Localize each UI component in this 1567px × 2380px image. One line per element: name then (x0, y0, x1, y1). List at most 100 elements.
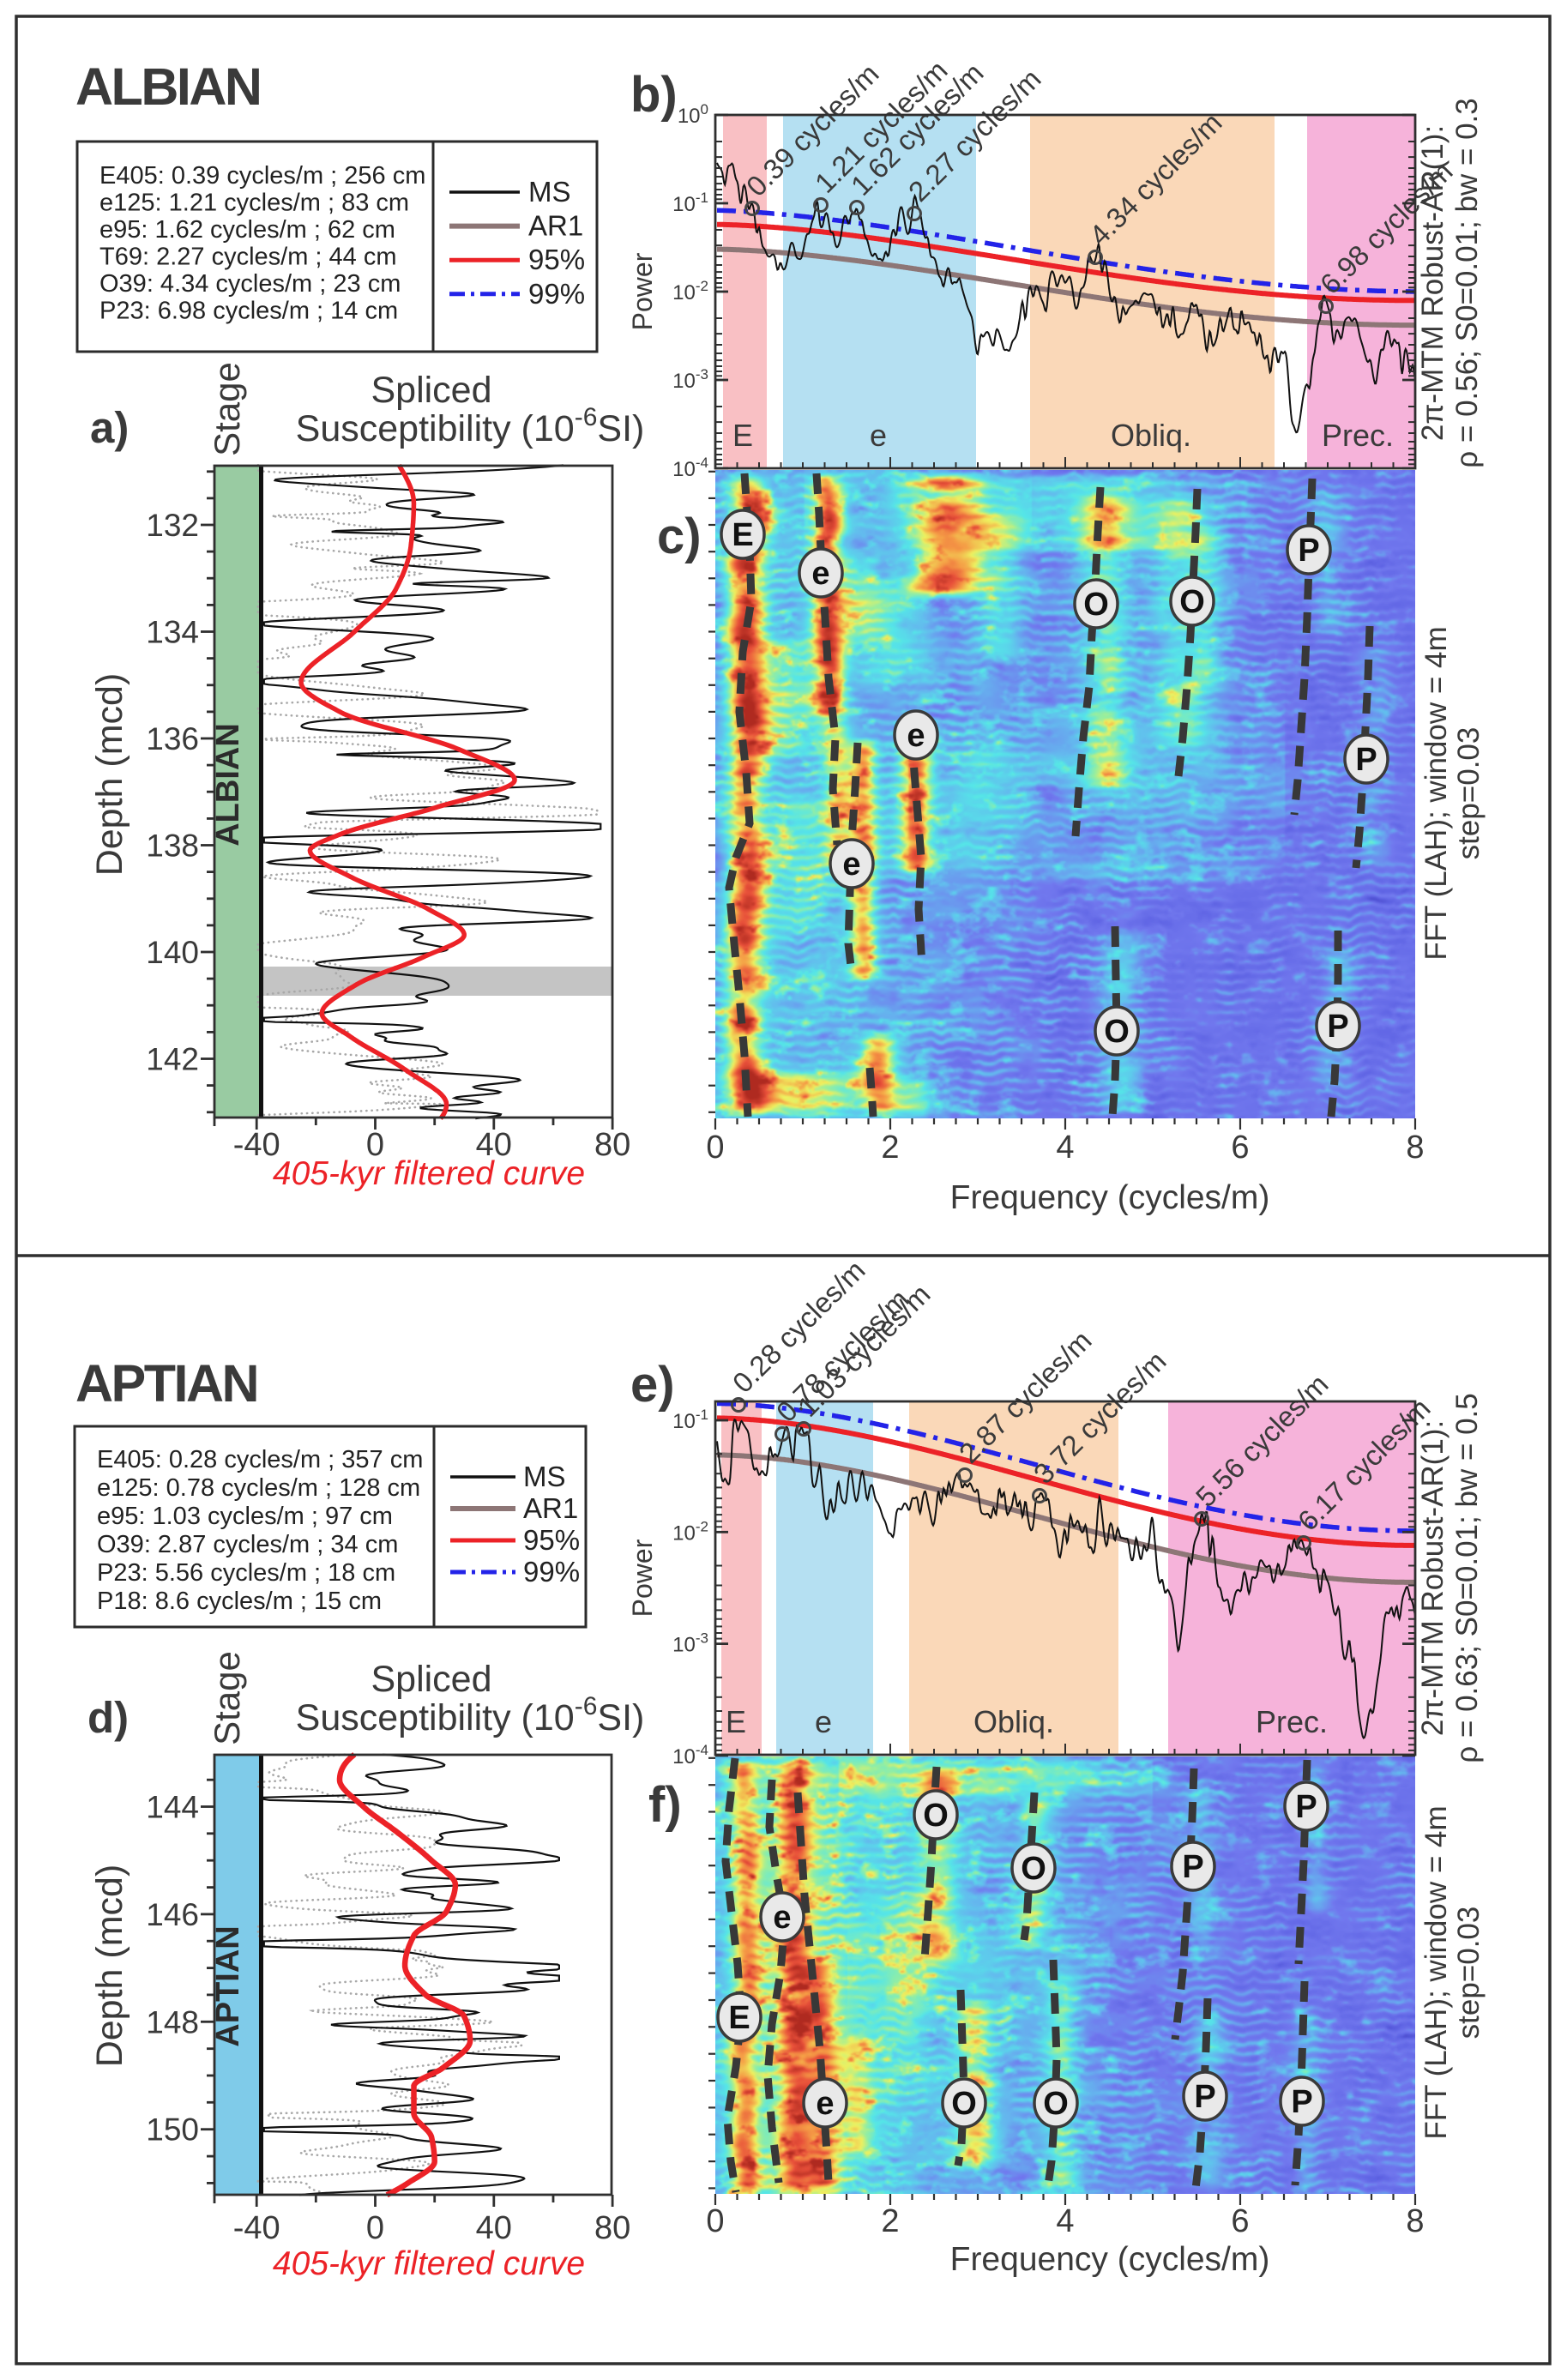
svg-text:P: P (1295, 1789, 1317, 1825)
svg-text:Depth (mcd): Depth (mcd) (89, 1865, 130, 2068)
svg-text:8: 8 (1406, 2203, 1424, 2239)
svg-text:150: 150 (146, 2112, 199, 2148)
svg-text:99%: 99% (528, 278, 585, 310)
svg-text:146: 146 (146, 1897, 199, 1932)
svg-text:e): e) (630, 1357, 675, 1413)
svg-text:O: O (1043, 2086, 1069, 2122)
svg-text:e: e (870, 418, 887, 453)
svg-text:136: 136 (146, 721, 199, 756)
svg-text:ALBIAN: ALBIAN (75, 57, 260, 116)
svg-text:FFT (LAH); window = 4m: FFT (LAH); window = 4m (1419, 626, 1453, 960)
svg-text:10-4: 10-4 (672, 1742, 708, 1768)
svg-text:6: 6 (1231, 2203, 1249, 2239)
svg-text:10-3: 10-3 (672, 1630, 708, 1657)
svg-text:40: 40 (476, 2210, 512, 2246)
svg-text:c): c) (657, 509, 702, 564)
svg-text:Susceptibility (10-6SI): Susceptibility (10-6SI) (296, 403, 645, 449)
svg-text:140: 140 (146, 935, 199, 970)
svg-text:144: 144 (146, 1790, 199, 1825)
svg-text:FFT (LAH); window = 4m: FFT (LAH); window = 4m (1419, 1805, 1453, 2139)
svg-text:MS: MS (528, 176, 571, 208)
svg-text:148: 148 (146, 2004, 199, 2040)
svg-text:Depth (mcd): Depth (mcd) (89, 673, 130, 877)
svg-text:step=0.03: step=0.03 (1452, 1907, 1486, 2040)
svg-text:95%: 95% (523, 1524, 580, 1556)
svg-text:step=0.03: step=0.03 (1452, 727, 1486, 860)
svg-text:P18: 8.6 cycles/m ; 15 cm: P18: 8.6 cycles/m ; 15 cm (97, 1588, 382, 1615)
svg-text:0: 0 (706, 1130, 724, 1166)
svg-text:6: 6 (1231, 1130, 1249, 1166)
svg-text:Susceptibility (10-6SI): Susceptibility (10-6SI) (296, 1692, 645, 1738)
svg-text:Obliq.: Obliq. (1111, 418, 1191, 453)
svg-text:80: 80 (594, 1127, 630, 1163)
svg-text:132: 132 (146, 508, 199, 543)
svg-text:E: E (728, 2000, 750, 2036)
svg-text:e: e (773, 1900, 791, 1936)
svg-text:0: 0 (706, 2203, 724, 2239)
svg-text:10-1: 10-1 (672, 1407, 708, 1433)
svg-text:f): f) (648, 1777, 682, 1833)
svg-text:2: 2 (881, 1130, 899, 1166)
svg-text:ρ = 0.63; S0=0.01; bw = 0.5: ρ = 0.63; S0=0.01; bw = 0.5 (1450, 1393, 1484, 1762)
svg-text:Spliced: Spliced (371, 370, 491, 411)
svg-text:e: e (815, 1704, 832, 1739)
svg-text:APTIAN: APTIAN (210, 1925, 246, 2046)
svg-text:10-1: 10-1 (672, 190, 708, 216)
svg-text:O: O (923, 1798, 949, 1834)
svg-text:4: 4 (1056, 2203, 1074, 2239)
svg-text:e: e (816, 2086, 834, 2122)
svg-text:Power: Power (627, 1539, 658, 1617)
svg-text:d): d) (87, 1693, 129, 1742)
svg-text:MS: MS (523, 1461, 566, 1492)
svg-text:Frequency (cycles/m): Frequency (cycles/m) (950, 1179, 1270, 1216)
svg-text:e125: 0.78 cycles/m ; 128 cm: e125: 0.78 cycles/m ; 128 cm (97, 1474, 420, 1502)
svg-text:0: 0 (366, 2210, 384, 2246)
svg-text:138: 138 (146, 828, 199, 864)
svg-text:10-3: 10-3 (672, 366, 708, 393)
svg-text:O: O (951, 2086, 977, 2122)
svg-text:a): a) (90, 403, 129, 452)
svg-text:10-2: 10-2 (672, 1518, 708, 1545)
svg-text:e95: 1.03 cycles/m ; 97 cm: e95: 1.03 cycles/m ; 97 cm (97, 1503, 393, 1530)
svg-text:0: 0 (366, 1127, 384, 1163)
svg-text:-40: -40 (233, 2210, 280, 2246)
svg-text:ρ = 0.56; S0=0.01; bw = 0.3: ρ = 0.56; S0=0.01; bw = 0.3 (1450, 98, 1484, 467)
svg-text:Spliced: Spliced (371, 1659, 491, 1700)
svg-text:Power: Power (627, 252, 658, 330)
svg-text:P: P (1327, 1009, 1348, 1045)
svg-text:Obliq.: Obliq. (973, 1704, 1054, 1739)
svg-text:O39: 4.34 cycles/m ; 23 cm: O39: 4.34 cycles/m ; 23 cm (99, 270, 401, 298)
svg-text:e95: 1.62 cycles/m ; 62 cm: e95: 1.62 cycles/m ; 62 cm (99, 216, 395, 244)
svg-text:Prec.: Prec. (1322, 418, 1394, 453)
svg-text:100: 100 (678, 101, 708, 128)
svg-text:-40: -40 (233, 1127, 280, 1163)
svg-text:e: e (811, 556, 829, 592)
svg-text:AR1: AR1 (528, 210, 583, 242)
svg-text:2π-MTM Robust-AR(1):: 2π-MTM Robust-AR(1): (1416, 1420, 1449, 1736)
svg-text:T69: 2.27 cycles/m ; 44 cm: T69: 2.27 cycles/m ; 44 cm (99, 244, 397, 271)
svg-text:E405: 0.28 cycles/m ; 357 cm: E405: 0.28 cycles/m ; 357 cm (97, 1446, 423, 1473)
svg-text:O: O (1179, 584, 1205, 620)
svg-text:10-2: 10-2 (672, 278, 708, 304)
svg-text:e: e (842, 847, 860, 883)
svg-text:134: 134 (146, 615, 199, 650)
svg-text:Stage: Stage (207, 1651, 247, 1745)
svg-text:10-4: 10-4 (672, 455, 708, 481)
svg-text:40: 40 (476, 1127, 512, 1163)
svg-text:O: O (1021, 1851, 1046, 1887)
svg-text:P23: 5.56 cycles/m ; 18 cm: P23: 5.56 cycles/m ; 18 cm (97, 1559, 395, 1587)
svg-text:E: E (732, 517, 753, 553)
svg-text:95%: 95% (528, 244, 585, 275)
svg-text:4: 4 (1056, 1130, 1074, 1166)
svg-text:8: 8 (1406, 1130, 1424, 1166)
svg-text:405-kyr filtered curve: 405-kyr filtered curve (273, 2245, 585, 2282)
svg-text:2: 2 (881, 2203, 899, 2239)
svg-text:b): b) (630, 67, 678, 123)
svg-text:P23: 6.98 cycles/m ; 14 cm: P23: 6.98 cycles/m ; 14 cm (99, 298, 398, 325)
svg-text:e125: 1.21 cycles/m ; 83 cm: e125: 1.21 cycles/m ; 83 cm (99, 190, 409, 217)
svg-text:142: 142 (146, 1042, 199, 1077)
svg-text:P: P (1194, 2079, 1215, 2115)
svg-text:O: O (1083, 587, 1109, 623)
svg-text:E: E (732, 418, 753, 453)
svg-text:Frequency (cycles/m): Frequency (cycles/m) (950, 2241, 1270, 2278)
